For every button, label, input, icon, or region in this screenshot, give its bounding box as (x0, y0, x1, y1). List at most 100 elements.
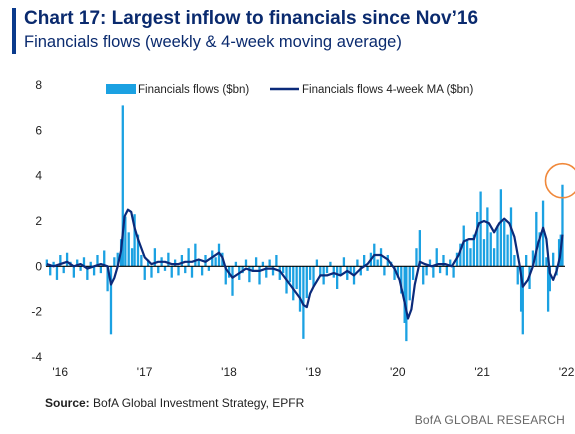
flow-bar (400, 266, 403, 294)
flow-bar (305, 266, 308, 299)
y-tick-label: 8 (35, 78, 42, 92)
flow-bar (465, 239, 469, 267)
flow-bar (312, 266, 315, 287)
flow-bar (261, 261, 265, 267)
y-tick-label: -2 (31, 305, 42, 319)
x-tick-label: '17 (137, 365, 153, 379)
flow-bar (217, 243, 221, 267)
flow-bar (349, 266, 352, 274)
flow-bar (163, 266, 167, 271)
flow-bar (519, 266, 523, 312)
y-axis-ticks: -4 -2 0 2 4 6 8 (31, 78, 42, 364)
flow-bar (55, 266, 59, 280)
flow-bar (366, 266, 369, 271)
flow-bar (363, 255, 366, 267)
flow-bar (342, 257, 346, 267)
flow-bar (346, 266, 349, 280)
flow-bar (167, 252, 170, 267)
flow-bar (408, 266, 411, 301)
flow-bar (258, 266, 261, 285)
flow-bar (339, 266, 342, 276)
flow-bar (513, 255, 516, 267)
flow-bar (288, 266, 292, 283)
bar-series (45, 105, 564, 342)
flow-bar (422, 266, 425, 285)
chart-title: Chart 17: Largest inflow to financials s… (24, 8, 479, 29)
flow-bar (462, 225, 465, 267)
flow-bar (89, 261, 92, 267)
y-tick-label: 6 (35, 123, 42, 137)
x-tick-label: '21 (474, 365, 490, 379)
flow-bar (325, 266, 329, 274)
flow-bar (428, 259, 432, 267)
flow-bar (435, 248, 438, 267)
flow-bar (336, 266, 339, 289)
flow-bar (432, 266, 435, 278)
flow-bar (184, 266, 187, 274)
source-label: Source: (45, 396, 90, 410)
flow-bar (472, 234, 476, 267)
flow-bar (538, 232, 541, 267)
flow-bar (113, 257, 116, 267)
legend: Financials flows ($bn) Financials flows … (106, 84, 473, 96)
flow-bar (52, 261, 55, 267)
flow-bar (376, 259, 379, 267)
flow-bar (418, 230, 421, 267)
flow-bar (509, 207, 513, 267)
flow-bar (173, 259, 177, 267)
flow-bar (319, 266, 322, 276)
flow-bar (72, 266, 75, 278)
flow-bar (541, 200, 545, 267)
flow-bar (425, 266, 428, 276)
flow-bar (275, 255, 278, 267)
brand-label: BofA GLOBAL RESEARCH (414, 413, 565, 427)
flow-bar (265, 266, 268, 278)
flow-bar (298, 266, 302, 312)
x-tick-label: '19 (306, 365, 322, 379)
flow-bar (271, 266, 275, 276)
flow-bar (445, 266, 448, 276)
flow-bar (356, 259, 359, 267)
flow-bar (76, 259, 79, 267)
flow-bar (49, 266, 52, 276)
flow-bar (292, 266, 295, 301)
flow-bar (153, 248, 157, 267)
x-tick-label: '16 (52, 365, 68, 379)
flow-bar (396, 266, 400, 278)
flow-bar (545, 257, 548, 267)
flow-bar (268, 259, 271, 267)
flow-bar (86, 266, 89, 280)
flow-bar (130, 248, 134, 267)
flow-bar (248, 266, 251, 283)
flow-bar (449, 259, 452, 267)
flow-bar (106, 266, 109, 292)
flow-bar (121, 105, 124, 267)
flow-bar (194, 243, 197, 267)
flow-bar (525, 255, 528, 267)
flows-chart: -4 -2 0 2 4 6 8 '16 '17 '18 '19 '20 '21 '22 Financia… (31, 78, 575, 379)
flow-bar (157, 266, 160, 274)
x-tick-label: '18 (221, 365, 237, 379)
flow-bar (45, 259, 48, 267)
flow-bar (180, 255, 184, 267)
flow-bar (109, 266, 113, 335)
flow-bar (62, 266, 65, 274)
flow-bar (379, 248, 383, 267)
flow-bar (116, 252, 119, 267)
source-note: Source: BofA Global Investment Strategy,… (45, 396, 304, 410)
y-tick-label: 0 (35, 259, 42, 273)
flow-bar (150, 266, 153, 278)
flow-bar (251, 266, 254, 271)
flow-bar (489, 232, 492, 267)
flow-bar (143, 266, 146, 280)
flow-bar (516, 266, 519, 285)
flow-bar (96, 255, 99, 267)
y-tick-label: 2 (35, 214, 42, 228)
flow-bar (140, 255, 143, 267)
flow-bar (499, 189, 503, 267)
flow-bar (170, 266, 173, 278)
highlight-circle (544, 162, 575, 199)
flow-bar (329, 261, 332, 267)
flow-bar (442, 255, 445, 267)
flow-bar (224, 266, 227, 285)
